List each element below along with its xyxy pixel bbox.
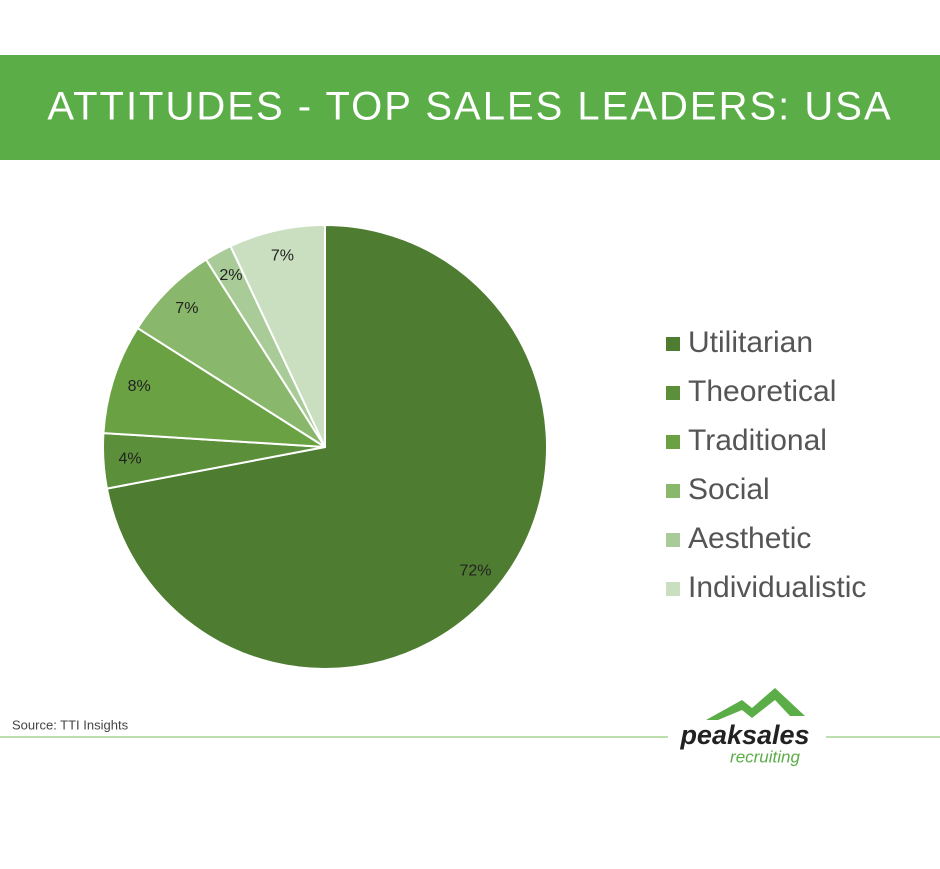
logo-mountain [706,688,805,720]
legend: Utilitarian Theoretical Traditional Social A… [666,326,866,604]
legend-label: Social [688,473,770,506]
pie-slice [229,223,326,448]
legend-swatch [666,582,680,596]
pie: 72% 4% 8% 7% 2% 7% [102,223,548,670]
legend-swatch [666,484,680,498]
legend-swatch [666,386,680,400]
legend-label: Individualistic [688,571,866,604]
legend-label: Theoretical [688,375,836,408]
legend-label: Utilitarian [688,326,813,359]
pie-slice [105,223,548,670]
data-label: 2% [219,267,242,284]
source: Source: TTI Insights [12,717,129,732]
data-label: 7% [175,300,198,317]
header-band [0,55,940,160]
legend-swatch [666,337,680,351]
chart-title: ATTITUDES - TOP SALES LEADERS: USA [47,85,892,129]
legend-swatch [666,533,680,547]
pie-slice [102,326,326,448]
data-label: 72% [460,563,492,580]
data-label: 4% [118,450,141,467]
legend-label: Aesthetic [688,522,811,555]
data-label: 8% [128,378,151,395]
legend-swatch [666,435,680,449]
logo-name: peaksales [679,720,809,750]
data-label: 7% [271,248,294,265]
logo-tagline: recruiting [730,747,800,766]
legend-label: Traditional [688,424,827,457]
